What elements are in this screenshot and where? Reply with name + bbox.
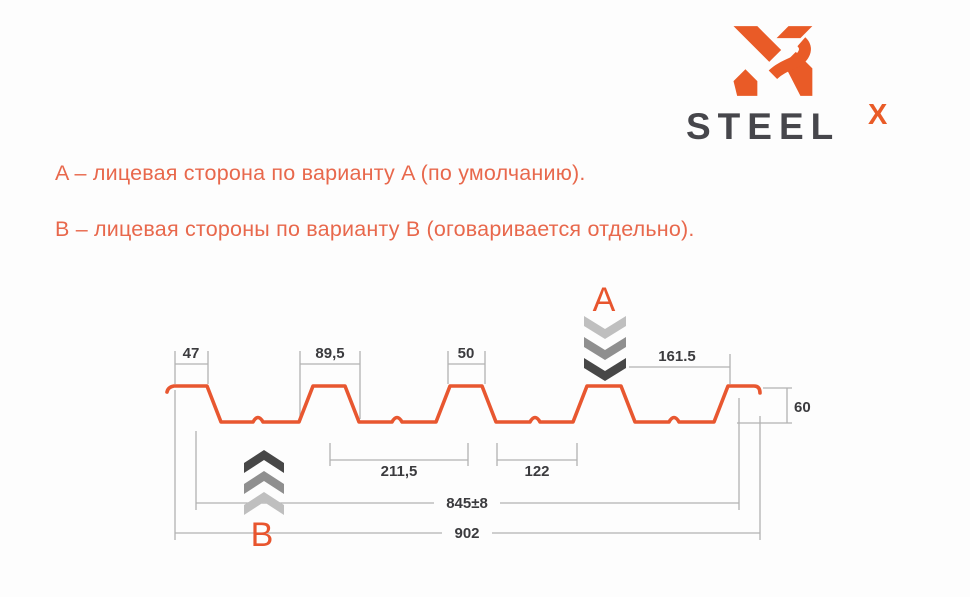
dim-pitch: 211,5 (381, 463, 418, 480)
dim-rib-base: 89,5 (315, 345, 344, 362)
dim-height: 60 (794, 399, 811, 416)
profile-outline (165, 384, 762, 424)
brand-text: STEEL (686, 106, 841, 147)
dim-valley: 122 (524, 463, 549, 480)
dim-right-span: 161.5 (658, 348, 696, 365)
logo-x-icon (733, 26, 813, 96)
note-variant-b: B – лицевая стороны по варианту B (огова… (55, 217, 695, 241)
dim-working-width: 845±8 (446, 495, 488, 512)
marker-b: B (251, 516, 274, 554)
brand-sup-x: X (868, 99, 888, 131)
logo: STEEL X (650, 0, 950, 160)
chevron-b-icon (244, 450, 284, 515)
dim-edge-flat: 47 (183, 345, 200, 362)
dim-overall-width: 902 (454, 525, 479, 542)
note-variant-a: A – лицевая сторона по варианту A (по ум… (55, 161, 586, 185)
dimension-label-masks (434, 492, 500, 540)
chevron-a-icon (584, 316, 626, 381)
marker-a: A (593, 281, 616, 319)
dim-rib-top: 50 (458, 345, 475, 362)
